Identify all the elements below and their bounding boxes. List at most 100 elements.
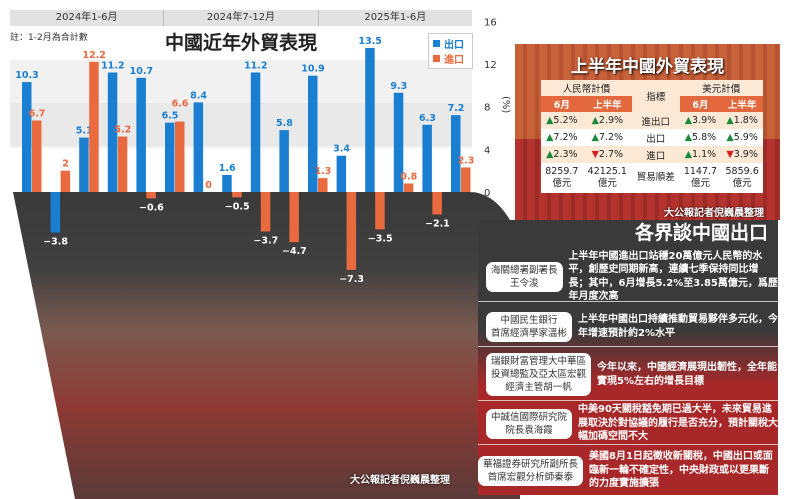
table-title: 上半年中國外貿表現 xyxy=(571,57,724,77)
export-bar xyxy=(22,82,32,192)
change-cell: ▲2.9% xyxy=(582,112,632,129)
chart-canvas: 1612840−4−810.36.7−3.825.112.211.25.210.… xyxy=(10,17,520,499)
export-value-label: 9.3 xyxy=(390,81,407,92)
export-bar xyxy=(165,122,175,192)
arrow-up-icon: ▲ xyxy=(684,132,693,143)
header-usd: 美元計價 xyxy=(679,80,763,96)
change-cell: ▲5.2% xyxy=(541,112,583,129)
port-photo-background xyxy=(13,192,520,499)
quote-item: 中誠信國際研究院 院長袁海霞 中美90天關稅豁免期已過大半，未來貿易進展取決於對協議… xyxy=(478,403,778,445)
period-label: 2025年1-6月 xyxy=(364,12,427,23)
import-bar xyxy=(32,120,42,192)
import-bar xyxy=(60,170,71,192)
import-value-label: −3.5 xyxy=(368,233,393,244)
export-value-label: 11.2 xyxy=(244,60,267,71)
arrow-up-icon: ▲ xyxy=(684,115,693,126)
table-row: ▲7.2% ▲7.2% 出口 ▲5.8% ▲5.9% xyxy=(541,129,763,146)
header-indicator: 指標 xyxy=(631,80,680,112)
import-bar xyxy=(432,192,442,215)
legend-swatch xyxy=(433,55,440,62)
arrow-up-icon: ▲ xyxy=(546,149,554,160)
y-tick-label: 12 xyxy=(484,60,497,71)
import-value-label: 2.3 xyxy=(458,155,475,166)
table-row: ▲5.2% ▲2.9% 進出口 ▲3.9% ▲1.8% xyxy=(541,112,763,129)
export-bar xyxy=(79,137,89,192)
y-tick-label: 4 xyxy=(484,145,490,156)
legend-item-import: 進口 xyxy=(433,51,468,66)
export-value-label: 1.6 xyxy=(219,163,236,174)
chart-title: 中國近年外貿表現 xyxy=(165,32,318,54)
export-bar xyxy=(308,75,318,192)
import-bar xyxy=(346,192,357,270)
change-cell: ▼2.7% xyxy=(582,146,632,163)
export-value-label: 3.4 xyxy=(333,144,350,155)
arrow-up-icon: ▲ xyxy=(546,115,554,126)
quote-speaker: 中誠信國際研究院 院長袁海霞 xyxy=(486,408,573,439)
arrow-up-icon: ▲ xyxy=(546,132,554,143)
arrow-up-icon: ▲ xyxy=(726,132,734,143)
quote-speaker: 華福證券研究所副所長 首席宏觀分析師秦泰 xyxy=(478,455,584,486)
export-bar xyxy=(50,192,61,233)
subheader: 6月 xyxy=(541,96,583,112)
import-bar xyxy=(146,192,156,199)
table-row: ▲2.3% ▼2.7% 進口 ▲1.1% ▼3.9% xyxy=(541,146,763,163)
change-cell: ▼3.9% xyxy=(721,146,763,163)
import-bar xyxy=(375,192,385,230)
summary-table: 人民幣計價 指標 美元計價 6月 上半年 6月 上半年 ▲5.2% ▲2.9% 進出口 ▲3.9… xyxy=(541,80,763,193)
import-value-label: 0 xyxy=(205,180,212,191)
arrow-up-icon: ▲ xyxy=(591,132,599,143)
arrow-up-icon: ▲ xyxy=(591,115,599,126)
quote-speaker: 瑞銀財富管理大中華區 投資總監及亞太區宏觀 經濟主管胡一帆 xyxy=(486,353,592,396)
import-bar xyxy=(89,61,99,192)
export-value-label: 5.1 xyxy=(76,126,93,137)
change-cell: ▲1.8% xyxy=(721,112,763,129)
import-value-label: 2 xyxy=(62,159,69,170)
change-cell: ▲1.1% xyxy=(679,146,722,163)
import-value-label: 6.7 xyxy=(29,109,46,120)
subheader: 上半年 xyxy=(582,96,632,112)
import-bar xyxy=(289,192,299,243)
export-value-label: 10.9 xyxy=(301,64,324,75)
export-value-label: 10.7 xyxy=(130,66,153,77)
import-value-label: −0.5 xyxy=(225,201,250,212)
y-axis-unit: (%) xyxy=(500,96,511,114)
export-value-label: 8.4 xyxy=(190,90,207,101)
export-value-label: 7.2 xyxy=(448,103,465,114)
import-value-label: −4.7 xyxy=(282,246,307,257)
quotes-panel: 各界談中國出口 海關總署副署長 王令浚 上半年中國進出口站穩20萬億元人民幣的水平，… xyxy=(478,220,778,495)
indicator-cell: 進出口 xyxy=(631,112,680,129)
quote-text: 美國8月1日起徵收新關稅，中國出口或面臨新一輪不確定性，中央財政或以更果斷的力度… xyxy=(589,451,773,490)
import-value-label: −7.3 xyxy=(339,274,364,285)
export-value-label: 6.3 xyxy=(419,113,436,124)
period-header: 2024年1-6月 2024年7-12月 2025年1-6月 xyxy=(10,10,472,26)
quote-text: 中美90天關稅豁免期已過大半，未來貿易進展取決於對協議的履行是否充分，預計關稅大… xyxy=(578,404,779,443)
export-value-label: 5.8 xyxy=(276,118,293,129)
quote-speaker: 海關總署副署長 王令浚 xyxy=(486,261,563,292)
import-bar xyxy=(461,167,471,192)
export-bar xyxy=(222,174,232,192)
import-bar xyxy=(260,192,271,232)
quote-item: 華福證券研究所副所長 首席宏觀分析師秦泰 美國8月1日起徵收新關稅，中國出口或面臨新… xyxy=(478,447,778,494)
import-bar xyxy=(232,192,242,198)
quotes-title: 各界談中國出口 xyxy=(634,222,768,244)
arrow-up-icon: ▲ xyxy=(726,115,734,126)
chart-credit: 大公報記者倪巍晨整理 xyxy=(350,475,450,486)
import-value-label: 1.3 xyxy=(315,166,332,177)
y-axis-label: % xyxy=(500,99,511,110)
subheader: 上半年 xyxy=(721,96,763,112)
table-credit: 大公報記者倪巍晨整理 xyxy=(664,208,764,219)
summary-panel: 上半年中國外貿表現 人民幣計價 指標 美元計價 6月 上半年 6月 上半年 ▲5.2% ▲2… xyxy=(515,44,780,220)
export-value-label: 11.2 xyxy=(101,60,124,71)
quote-text: 今年以來，中國經濟展現出韌性，全年能實現5%左右的增長目標 xyxy=(597,362,778,387)
quote-text: 上半年中國出口持續推動貿易夥伴多元化，今年增速預計約2%水平 xyxy=(578,314,779,339)
import-bar xyxy=(175,121,185,192)
import-value-label: 5.2 xyxy=(114,125,131,136)
import-value-label: 0.8 xyxy=(400,171,417,182)
subheader: 6月 xyxy=(679,96,722,112)
legend-label: 進口 xyxy=(444,55,464,66)
surplus-indicator: 貿易順差 xyxy=(631,163,680,193)
change-cell: ▲3.9% xyxy=(679,112,722,129)
import-bar xyxy=(117,136,128,192)
header-rmb: 人民幣計價 xyxy=(541,80,632,96)
legend-label: 出口 xyxy=(444,40,464,51)
